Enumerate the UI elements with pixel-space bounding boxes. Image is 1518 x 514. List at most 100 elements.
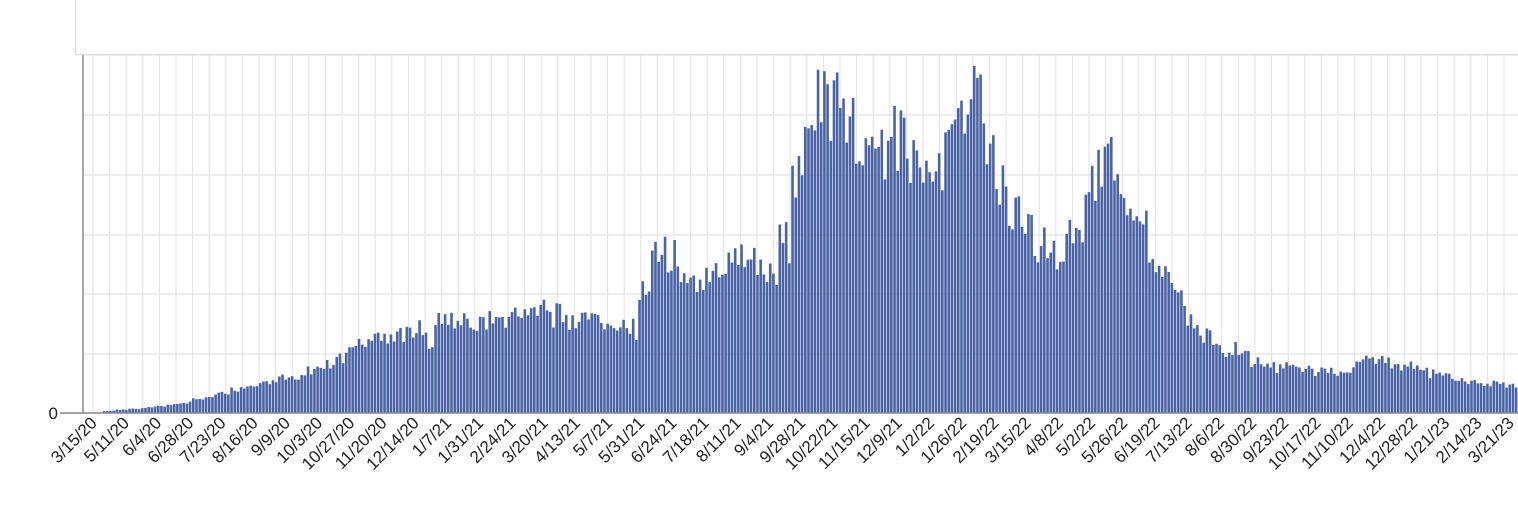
bar: [268, 376, 281, 413]
bar-segment: [1052, 240, 1056, 413]
bar-segment: [536, 315, 539, 413]
bar-segment: [663, 236, 667, 413]
bar-segment: [670, 270, 673, 413]
y-tick-label: 0: [49, 404, 58, 423]
bar-segment: [217, 392, 221, 413]
bar-segment: [829, 141, 833, 414]
bar-segment: [1116, 174, 1119, 413]
bar-segment: [740, 244, 743, 413]
bar-segment: [960, 100, 963, 413]
bar-segment: [411, 337, 415, 413]
bar: [612, 319, 625, 413]
bar-segment: [204, 397, 208, 413]
bar-segment: [475, 330, 479, 413]
bar-segment: [364, 346, 367, 413]
bar-segment: [1043, 227, 1046, 413]
bar-segment: [1218, 345, 1221, 413]
bar-segment: [1090, 165, 1094, 413]
bar-segment: [1087, 192, 1091, 413]
bar-segment: [450, 312, 453, 413]
bar-segment: [1505, 387, 1508, 413]
bar: [345, 345, 358, 413]
bar: [115, 409, 128, 413]
bar-segment: [600, 322, 603, 413]
bar-segment: [1329, 367, 1333, 413]
bar-segment: [1441, 375, 1445, 413]
bar-segment: [1320, 367, 1323, 413]
bar-segment: [1431, 369, 1435, 413]
bar: [179, 401, 192, 413]
bar-segment: [504, 327, 507, 413]
bar-segment: [676, 266, 680, 413]
bar-segment: [1081, 242, 1084, 413]
bar-segment: [1199, 335, 1202, 413]
bar-segment: [284, 379, 288, 413]
bar-segment: [287, 377, 291, 413]
bar-segment: [249, 385, 252, 413]
bar: [778, 222, 791, 413]
bar-segment: [571, 315, 574, 413]
bar-segment: [141, 408, 144, 413]
bar-segment: [179, 403, 182, 413]
bar-segment: [781, 243, 785, 413]
bar-segment: [1380, 356, 1384, 413]
bar-segment: [523, 309, 527, 413]
bar-segment: [1084, 194, 1088, 413]
bar-segment: [265, 381, 268, 413]
bar-segment: [1065, 233, 1068, 413]
bar-segment: [851, 97, 855, 413]
bar-segment: [1400, 370, 1403, 413]
bar-segment: [628, 333, 632, 413]
bar-segment: [816, 69, 820, 414]
bar-segment: [1326, 372, 1330, 413]
bar-segment: [1333, 373, 1336, 413]
bar: [625, 318, 638, 413]
bar-segment: [823, 71, 826, 413]
bar-segment: [1294, 366, 1298, 413]
bar-segment: [1266, 363, 1269, 413]
bar-segment: [800, 175, 804, 413]
bar: [332, 353, 345, 413]
bar-segment: [1352, 367, 1355, 413]
bar-segment: [1368, 358, 1371, 413]
bar-segment: [804, 126, 807, 414]
bar-segment: [415, 333, 418, 413]
bar-segment: [925, 160, 928, 413]
bar-segment: [1508, 384, 1512, 413]
bar: [255, 381, 268, 413]
bar-segment: [456, 320, 460, 413]
bar: [561, 315, 574, 413]
bar-segment: [163, 406, 166, 413]
bar-segment: [1377, 359, 1381, 413]
bar-segment: [1167, 272, 1170, 413]
bar-segment: [1288, 365, 1292, 413]
bar-segment: [564, 315, 568, 413]
bar: [230, 387, 243, 413]
bar-segment: [584, 312, 587, 413]
bar-segment: [784, 222, 788, 413]
bar-segment: [874, 148, 877, 413]
bar-segment: [1170, 282, 1174, 413]
bar: [459, 313, 472, 413]
bar-segment: [1119, 194, 1123, 413]
bar-segment: [1495, 381, 1499, 413]
bar: [472, 316, 485, 413]
bar: [1161, 266, 1174, 413]
bar: [421, 332, 434, 413]
bar: [549, 303, 562, 413]
bar-segment: [1173, 289, 1177, 413]
bar-segment: [105, 410, 109, 413]
bar-segment: [1256, 357, 1260, 413]
bar-segment: [1141, 224, 1145, 413]
bar-segment: [351, 347, 354, 413]
bar-segment: [1240, 353, 1244, 413]
bar-segment: [281, 374, 284, 413]
bar-segment: [262, 381, 265, 413]
bar-segment: [1393, 364, 1397, 413]
bar-segment: [698, 279, 702, 413]
bar-segment: [1132, 220, 1135, 413]
bar-segment: [615, 330, 619, 413]
bar-segment: [864, 138, 868, 413]
bar-segment: [182, 402, 186, 413]
bar-segment: [207, 397, 211, 413]
